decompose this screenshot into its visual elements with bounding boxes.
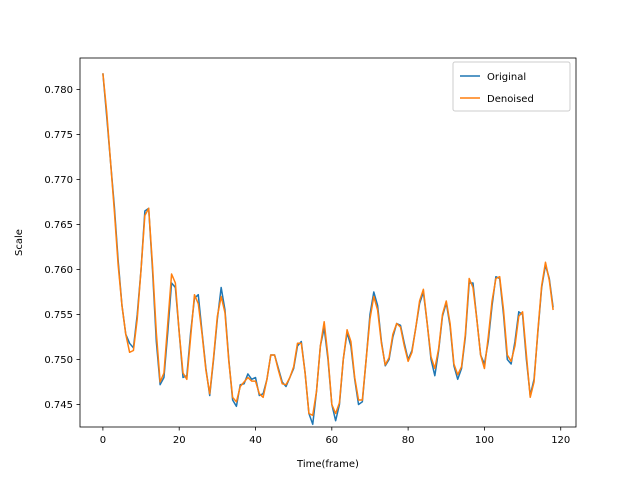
legend-box	[452, 61, 571, 112]
x-tick-label: 20	[173, 435, 186, 446]
x-tick-label: 80	[402, 435, 415, 446]
legend-entry-original: Original	[487, 72, 526, 83]
axes-frame	[79, 57, 577, 428]
legend-entry-denoised: Denoised	[487, 94, 534, 105]
y-tick-label: 0.760	[44, 265, 73, 276]
y-tick-label: 0.770	[44, 175, 73, 186]
x-tick-label: 100	[475, 435, 494, 446]
y-tick-label: 0.750	[44, 355, 73, 366]
x-tick-label: 40	[249, 435, 262, 446]
x-axis-label: Time(frame)	[296, 459, 359, 470]
y-axis-label: Scale	[14, 229, 25, 256]
x-tick-label: 120	[551, 435, 570, 446]
x-tick-label: 0	[100, 435, 106, 446]
y-tick-label: 0.775	[44, 130, 73, 141]
series-layer	[102, 73, 554, 426]
x-tick-label: 60	[325, 435, 338, 446]
y-tick-label: 0.780	[44, 85, 73, 96]
y-tick-label: 0.745	[44, 400, 73, 411]
series-line-denoised	[102, 73, 554, 417]
legend: Original Denoised	[452, 61, 571, 112]
y-tick-label: 0.755	[44, 310, 73, 321]
y-axis: 0.745 0.750 0.755 0.760 0.765 0.770 0.775 0.780	[44, 85, 80, 411]
x-axis: 0 20 40 60 80 100 120	[100, 427, 570, 446]
y-tick-label: 0.765	[44, 220, 73, 231]
